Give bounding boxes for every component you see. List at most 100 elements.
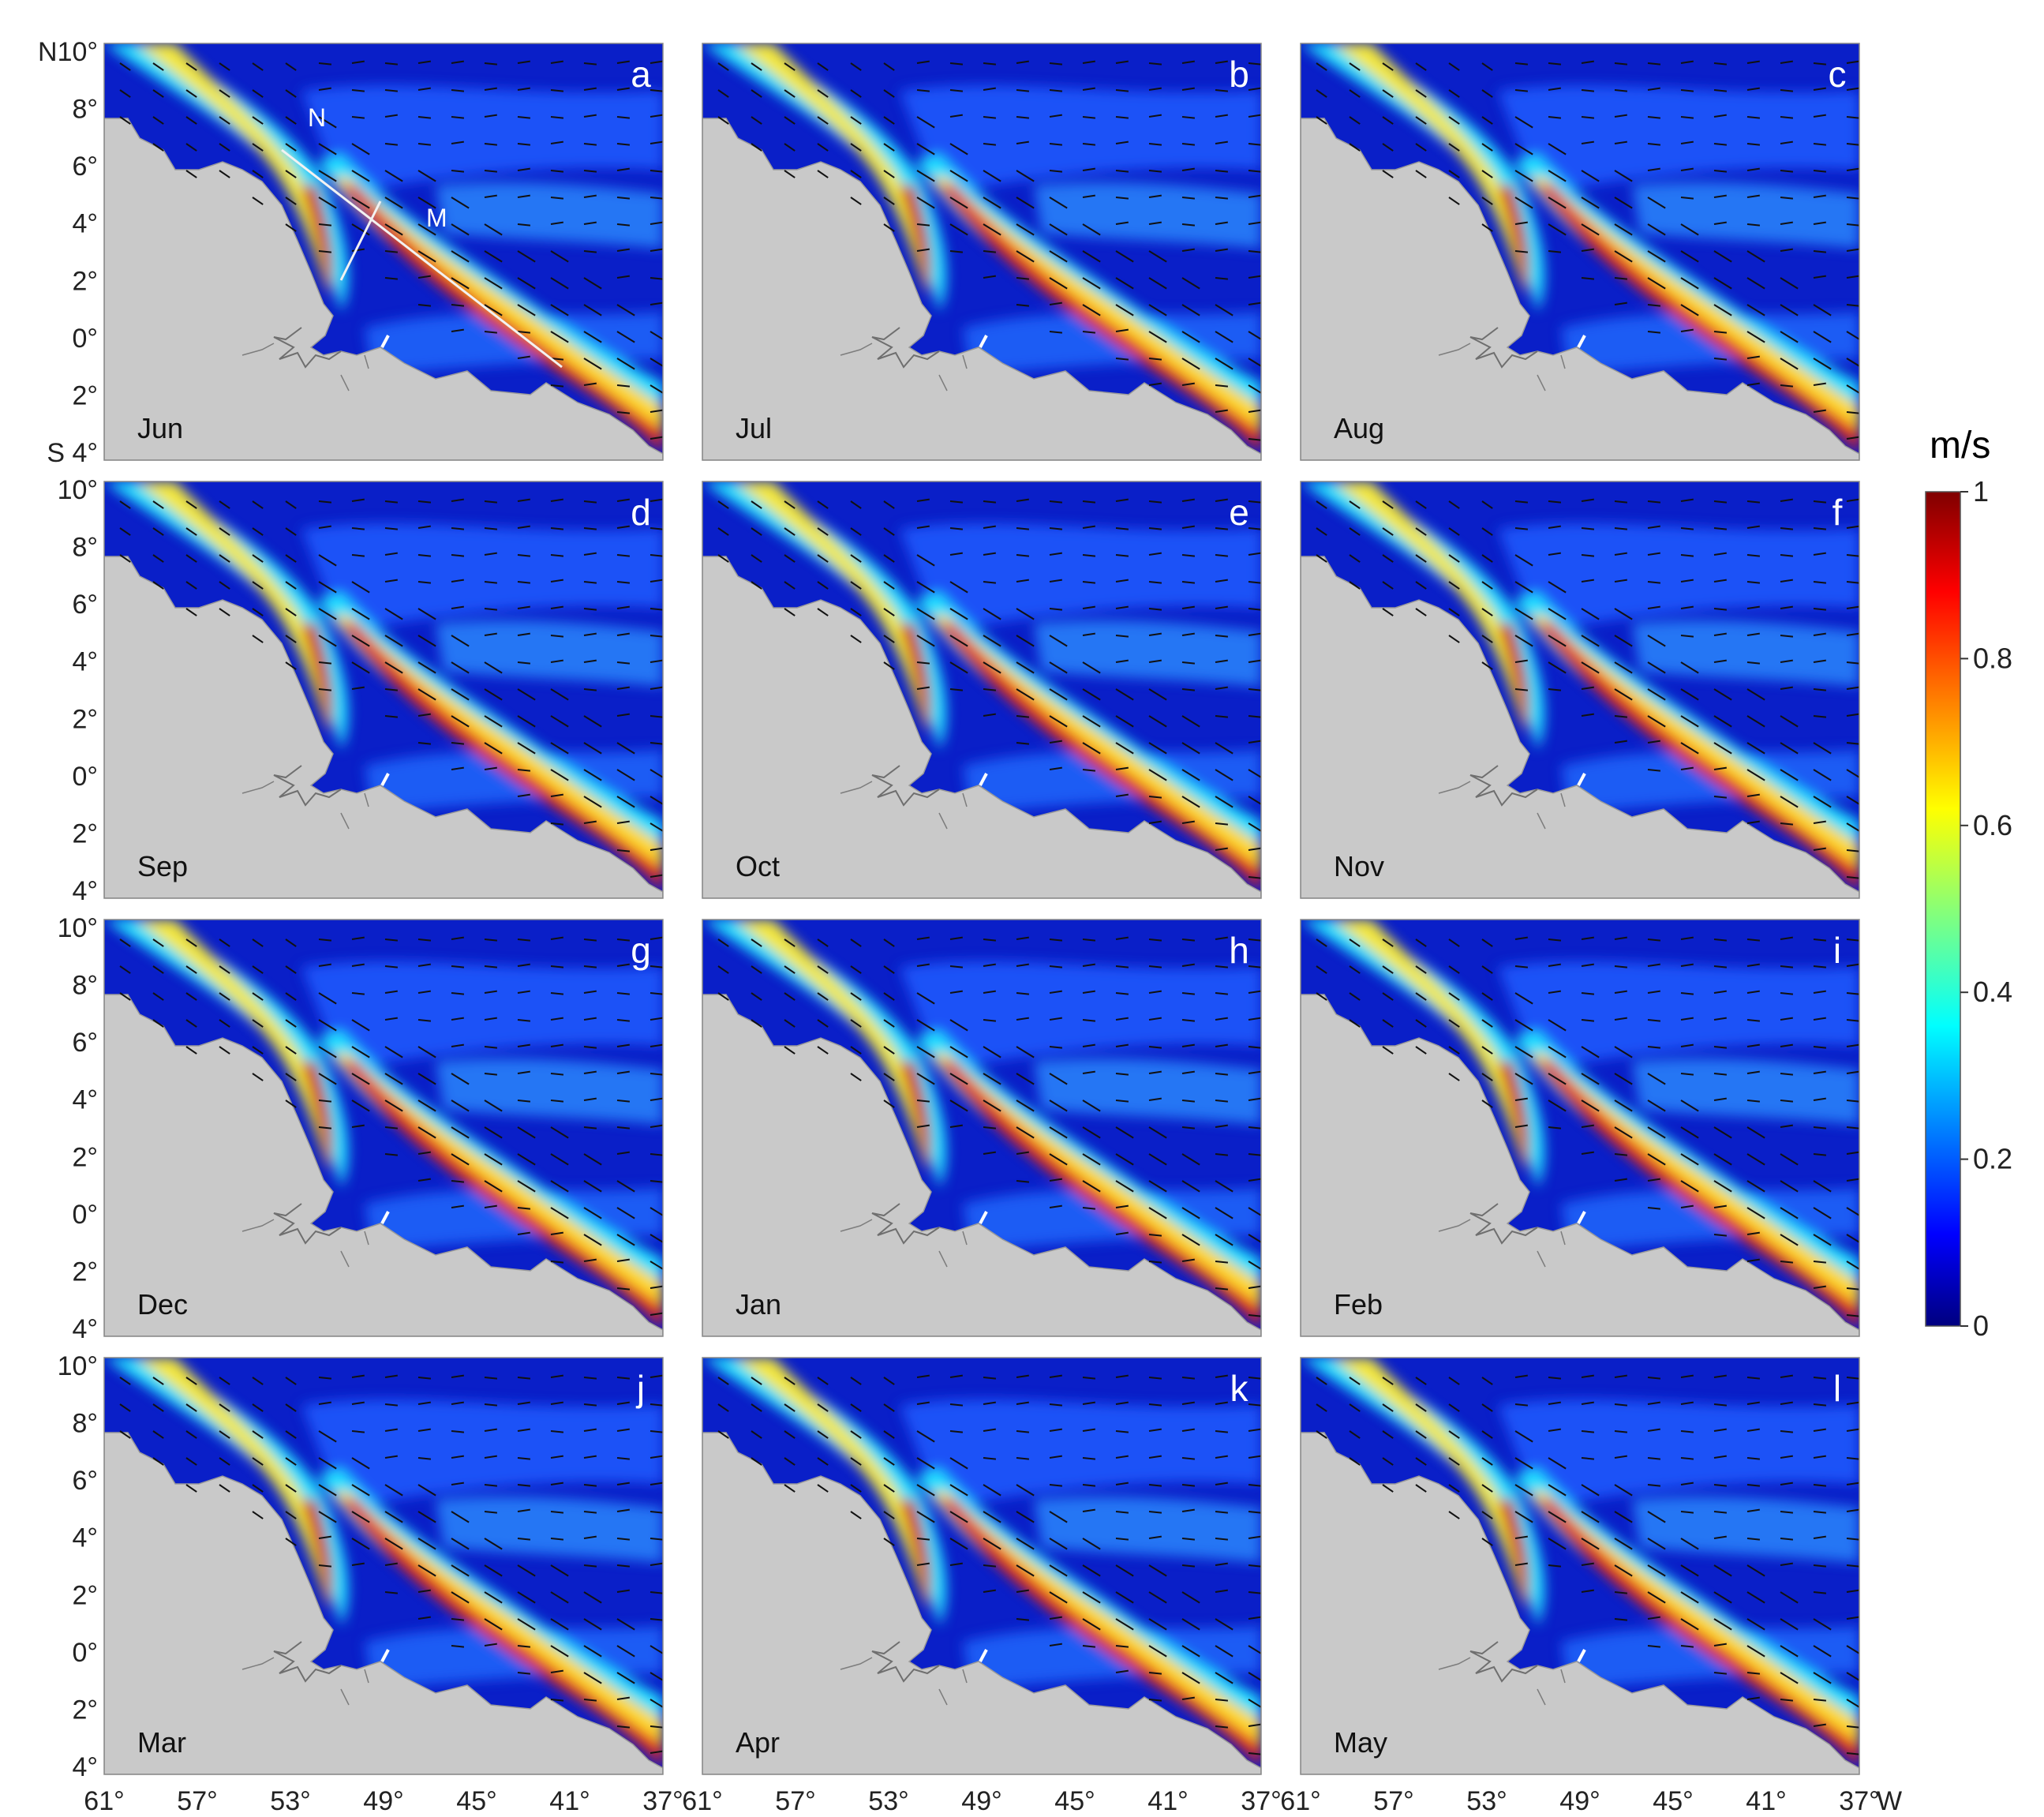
velocity-arrow xyxy=(1215,170,1229,173)
velocity-arrow xyxy=(983,1538,1001,1550)
velocity-arrow xyxy=(1181,1457,1196,1460)
velocity-arrow xyxy=(1215,1538,1229,1541)
velocity-arrow xyxy=(751,527,762,536)
velocity-arrow xyxy=(1148,769,1167,781)
velocity-arrow xyxy=(949,250,964,253)
velocity-arrow xyxy=(1746,1231,1760,1235)
velocity-arrow xyxy=(650,197,663,200)
velocity-arrow xyxy=(384,635,403,647)
velocity-arrow xyxy=(1082,1207,1096,1210)
velocity-arrow xyxy=(1082,1401,1095,1405)
velocity-arrow xyxy=(1016,1618,1030,1621)
velocity-arrow xyxy=(717,62,729,71)
velocity-arrow xyxy=(1115,1231,1129,1235)
velocity-arrow xyxy=(1746,194,1760,198)
velocity-arrow xyxy=(650,1097,663,1101)
velocity-arrow xyxy=(185,1046,197,1055)
velocity-arrow xyxy=(1082,116,1096,119)
velocity-arrow xyxy=(1614,277,1628,280)
velocity-arrow xyxy=(1082,1484,1096,1487)
velocity-arrow xyxy=(1614,250,1633,263)
velocity-arrow xyxy=(1481,500,1493,509)
velocity-arrow xyxy=(1647,1178,1660,1182)
velocity-arrow xyxy=(1016,277,1030,280)
velocity-arrow xyxy=(1115,170,1129,173)
lon-tick-label: 49° xyxy=(363,1786,403,1816)
panel-month: Dec xyxy=(137,1288,188,1321)
velocity-arrow xyxy=(351,992,365,995)
velocity-arrow xyxy=(1813,358,1832,370)
panel-frame xyxy=(702,481,1262,899)
velocity-arrow xyxy=(949,990,963,994)
velocity-arrow xyxy=(1115,742,1134,755)
velocity-arrow xyxy=(1049,1100,1068,1112)
velocity-arrow xyxy=(1581,554,1595,557)
velocity-arrow xyxy=(1680,89,1694,92)
velocity-arrow xyxy=(1548,552,1561,556)
velocity-arrow xyxy=(883,89,895,98)
velocity-arrow xyxy=(1148,1535,1162,1539)
velocity-arrow xyxy=(1181,661,1196,665)
velocity-arrow xyxy=(1581,686,1594,690)
velocity-arrow xyxy=(484,331,498,334)
velocity-arrow xyxy=(1349,1377,1361,1385)
velocity-arrow xyxy=(1248,1207,1261,1216)
velocity-arrow xyxy=(983,1564,997,1568)
velocity-arrow xyxy=(219,62,230,71)
velocity-arrow xyxy=(1581,1562,1594,1566)
velocity-arrow xyxy=(1215,579,1228,583)
velocity-arrow xyxy=(1813,552,1826,556)
velocity-arrow xyxy=(1016,498,1029,502)
velocity-arrow xyxy=(1448,1430,1460,1439)
velocity-arrow xyxy=(1713,358,1728,361)
velocity-arrow xyxy=(517,304,536,317)
velocity-arrow xyxy=(1713,1672,1728,1675)
velocity-arrow xyxy=(717,500,729,509)
velocity-arrow xyxy=(916,116,935,129)
velocity-arrow xyxy=(1813,331,1832,343)
velocity-arrow xyxy=(650,1234,663,1243)
velocity-arrow xyxy=(417,938,432,942)
velocity-arrow xyxy=(616,1258,630,1262)
velocity-arrow xyxy=(949,688,964,691)
velocity-arrow xyxy=(1713,688,1732,701)
velocity-arrow xyxy=(1016,1538,1035,1550)
velocity-arrow xyxy=(1082,1126,1101,1139)
velocity-arrow xyxy=(1813,221,1826,225)
velocity-arrow xyxy=(1581,223,1600,236)
velocity-arrow xyxy=(1514,1019,1533,1032)
velocity-arrow xyxy=(650,1430,663,1433)
velocity-arrow xyxy=(1614,990,1627,994)
velocity-arrow xyxy=(1846,581,1859,584)
velocity-arrow xyxy=(351,1401,365,1405)
velocity-arrow xyxy=(1215,1401,1228,1405)
velocity-arrow xyxy=(583,769,602,781)
velocity-arrow xyxy=(1481,661,1493,670)
velocity-arrow xyxy=(1813,114,1826,118)
velocity-arrow xyxy=(1780,527,1794,530)
velocity-arrow xyxy=(1148,277,1167,290)
velocity-arrow xyxy=(784,581,796,590)
velocity-arrow xyxy=(650,1403,663,1407)
velocity-arrow xyxy=(152,62,164,71)
velocity-arrow xyxy=(1148,358,1162,361)
velocity-arrow xyxy=(616,167,630,171)
velocity-arrow xyxy=(252,116,264,125)
velocity-arrow xyxy=(1647,1153,1666,1166)
velocity-arrow xyxy=(1082,1153,1101,1166)
velocity-arrow xyxy=(751,1019,762,1028)
velocity-arrow xyxy=(1016,963,1029,967)
velocity-arrow xyxy=(650,847,663,851)
velocity-arrow xyxy=(1215,140,1228,144)
velocity-arrow xyxy=(1082,688,1101,701)
velocity-arrow xyxy=(1016,661,1035,674)
velocity-arrow xyxy=(883,1073,895,1081)
velocity-arrow xyxy=(1148,608,1162,611)
velocity-arrow xyxy=(1148,62,1162,66)
velocity-arrow xyxy=(1181,1538,1196,1541)
velocity-arrow xyxy=(1647,688,1666,701)
velocity-arrow xyxy=(751,1403,762,1412)
velocity-arrow xyxy=(817,965,829,974)
